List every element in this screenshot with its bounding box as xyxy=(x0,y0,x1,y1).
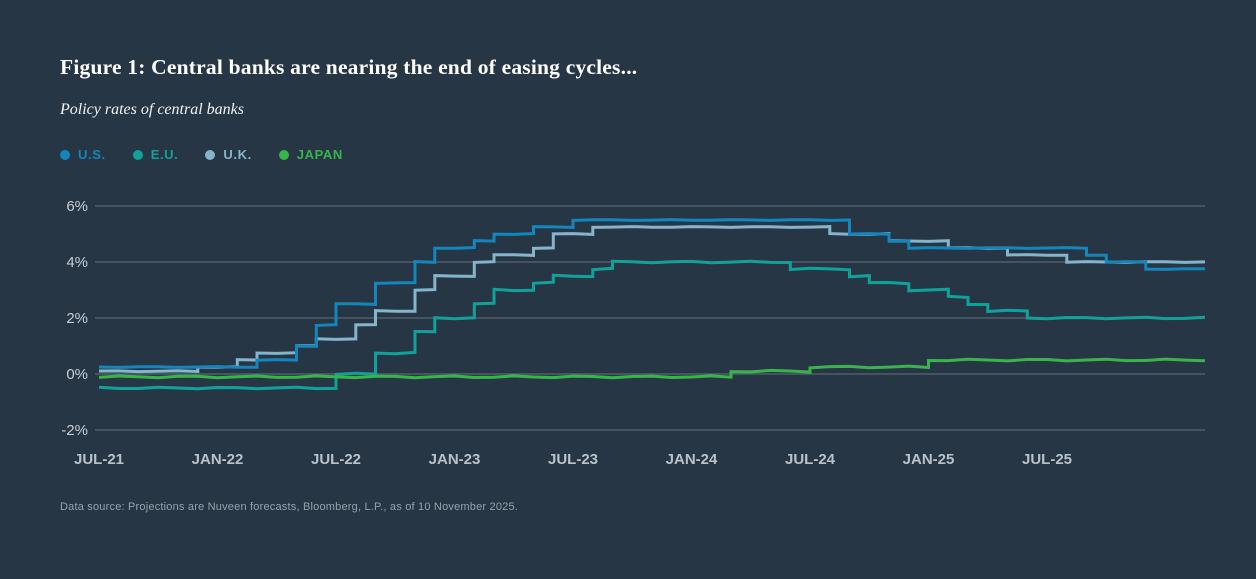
x-tick-label: JUL-24 xyxy=(785,451,836,468)
x-tick-label: JAN-24 xyxy=(666,451,718,468)
legend-label-eu: E.U. xyxy=(150,147,179,162)
series-eu xyxy=(98,259,1206,391)
x-axis-labels: JUL-21 JAN-22 JUL-22 JAN-23 JUL-23 JAN-24 JUL-… xyxy=(74,451,1072,468)
japan-series-dot-icon xyxy=(278,149,289,160)
legend-label-japan: JAPAN xyxy=(296,147,343,162)
figure-subtitle: Policy rates of central banks xyxy=(60,101,244,118)
legend-item-japan[interactable]: JAPAN xyxy=(278,147,343,162)
us-series-dot-icon xyxy=(60,149,70,160)
y-tick-label: 6% xyxy=(66,198,88,215)
y-tick-label: -2% xyxy=(61,422,88,439)
x-tick-label: JAN-23 xyxy=(429,451,481,468)
x-tick-label: JAN-22 xyxy=(192,451,244,468)
y-axis-labels: 6% 4% 2% 0% -2% xyxy=(61,198,88,439)
figure-title: Figure 1: Central banks are nearing the … xyxy=(60,55,638,79)
uk-series-dot-icon xyxy=(205,149,216,160)
legend-label-uk: U.K. xyxy=(223,147,252,162)
x-tick-label: JUL-23 xyxy=(548,451,598,468)
x-tick-label: JUL-25 xyxy=(1022,451,1072,468)
data-source-note: Data source: Projections are Nuveen fore… xyxy=(60,501,519,513)
chart-legend: U.S. E.U. U.K. JAPAN xyxy=(60,147,343,162)
x-tick-label: JUL-21 xyxy=(74,451,124,468)
y-tick-label: 4% xyxy=(66,254,88,271)
series-us xyxy=(98,218,1206,369)
eu-series-dot-icon xyxy=(132,149,143,160)
y-tick-label: 2% xyxy=(66,310,88,327)
legend-item-uk[interactable]: U.K. xyxy=(205,147,251,162)
x-tick-label: JAN-25 xyxy=(903,451,955,468)
legend-label-us: U.S. xyxy=(78,147,106,162)
y-gridlines xyxy=(95,205,1205,431)
legend-item-eu[interactable]: E.U. xyxy=(132,147,179,162)
x-tick-label: JUL-22 xyxy=(311,451,361,468)
y-tick-label: 0% xyxy=(66,366,88,383)
series-japan xyxy=(98,357,1206,380)
legend-item-us[interactable]: U.S. xyxy=(60,147,106,162)
